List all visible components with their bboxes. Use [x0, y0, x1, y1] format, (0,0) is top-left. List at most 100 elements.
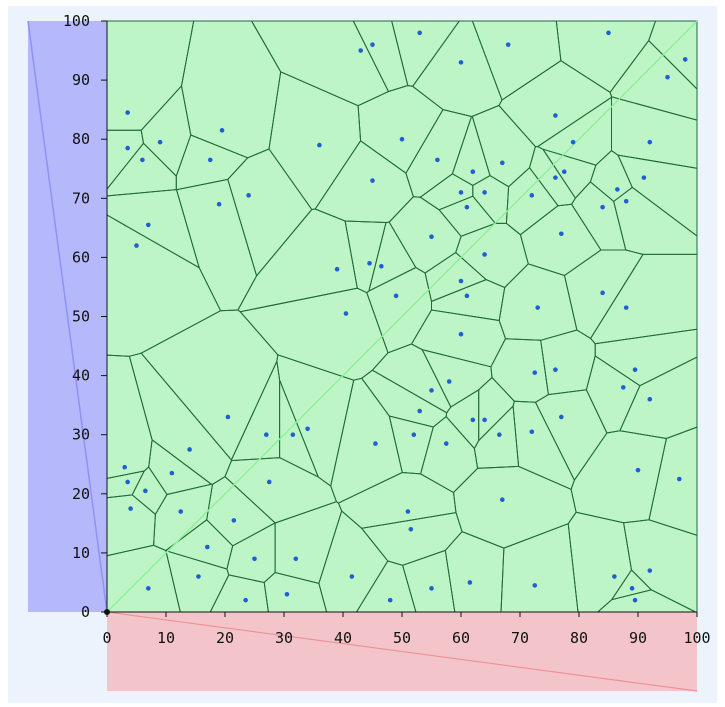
- data-point: [482, 190, 487, 195]
- data-point: [561, 169, 567, 175]
- data-point: [632, 367, 638, 372]
- data-point: [464, 293, 470, 299]
- origin-marker: [104, 609, 110, 615]
- data-point: [225, 414, 231, 420]
- x-tick-label: 50: [393, 629, 411, 647]
- x-tick-label: 0: [102, 629, 111, 647]
- data-point: [399, 136, 405, 142]
- data-point: [553, 113, 558, 118]
- data-point: [125, 110, 130, 115]
- data-point: [470, 169, 476, 175]
- data-point: [458, 190, 464, 195]
- data-point: [417, 408, 423, 414]
- data-point: [529, 193, 535, 198]
- data-point: [435, 157, 440, 163]
- data-point: [122, 464, 127, 470]
- data-point: [216, 201, 222, 207]
- y-tick-label: 20: [72, 485, 90, 503]
- data-point: [500, 160, 505, 166]
- data-point: [482, 252, 487, 257]
- data-point: [600, 204, 605, 210]
- data-point: [446, 379, 452, 384]
- data-point: [373, 441, 378, 446]
- y-tick-label: 40: [72, 367, 90, 385]
- data-point: [317, 142, 322, 148]
- data-point: [128, 506, 133, 511]
- data-point: [482, 417, 487, 423]
- y-tick-label: 30: [72, 426, 90, 444]
- y-tick-label: 80: [72, 130, 90, 148]
- left-projection-line: [27, 20, 108, 613]
- x-tick-label: 10: [157, 629, 175, 647]
- data-point: [358, 48, 364, 53]
- data-point: [429, 586, 434, 591]
- data-point: [134, 243, 139, 248]
- data-point: [623, 305, 629, 310]
- data-point: [620, 385, 626, 390]
- data-point: [284, 591, 290, 597]
- data-point: [205, 544, 210, 550]
- data-point: [196, 574, 201, 579]
- data-point: [553, 367, 558, 372]
- data-point: [125, 479, 130, 485]
- data-point: [411, 432, 417, 438]
- data-point: [290, 432, 296, 438]
- voronoi-cell: [505, 166, 559, 236]
- data-point: [370, 178, 375, 183]
- data-point: [467, 580, 473, 585]
- x-tick-label: 30: [275, 629, 293, 647]
- data-point: [157, 139, 163, 145]
- y-tick-label: 0: [81, 603, 90, 621]
- data-point: [169, 470, 175, 476]
- data-point: [370, 42, 375, 47]
- data-point: [305, 426, 310, 432]
- data-point: [458, 60, 464, 65]
- data-points: [122, 30, 688, 603]
- data-point: [266, 479, 272, 485]
- data-point: [497, 432, 502, 438]
- x-tick-label: 90: [629, 629, 647, 647]
- data-point: [635, 467, 641, 473]
- data-point: [641, 175, 647, 180]
- y-tick-label: 60: [72, 248, 90, 266]
- data-point: [443, 441, 449, 446]
- data-point: [349, 574, 355, 579]
- data-point: [647, 396, 653, 402]
- data-point: [243, 597, 248, 603]
- data-point: [458, 331, 464, 337]
- data-point: [623, 198, 629, 204]
- voronoi-cell: [623, 519, 698, 613]
- y-tick-label: 100: [63, 12, 90, 30]
- data-point: [606, 30, 611, 36]
- data-point: [429, 388, 434, 393]
- data-point: [458, 278, 464, 284]
- data-point: [417, 30, 423, 36]
- data-point: [146, 586, 151, 591]
- data-point: [464, 204, 470, 210]
- data-point: [647, 139, 653, 145]
- data-point: [559, 231, 564, 237]
- data-point: [529, 429, 535, 435]
- data-point: [647, 568, 653, 573]
- data-point: [231, 518, 237, 523]
- x-tick-label: 60: [452, 629, 470, 647]
- data-point: [178, 509, 184, 514]
- bottom-projection-line: [106, 611, 698, 692]
- data-point: [146, 222, 151, 228]
- data-point: [143, 488, 148, 494]
- data-point: [393, 293, 399, 299]
- data-point: [500, 497, 505, 503]
- data-point: [408, 526, 414, 532]
- y-tick-label: 90: [72, 71, 90, 89]
- data-point: [379, 263, 384, 269]
- data-point: [677, 476, 682, 482]
- data-point: [532, 583, 538, 588]
- x-tick-label: 80: [570, 629, 588, 647]
- x-tick-label: 70: [511, 629, 529, 647]
- y-tick-label: 50: [72, 308, 90, 326]
- y-tick-label: 10: [72, 544, 90, 562]
- data-point: [532, 370, 538, 375]
- data-point: [187, 447, 192, 452]
- data-point: [246, 193, 251, 198]
